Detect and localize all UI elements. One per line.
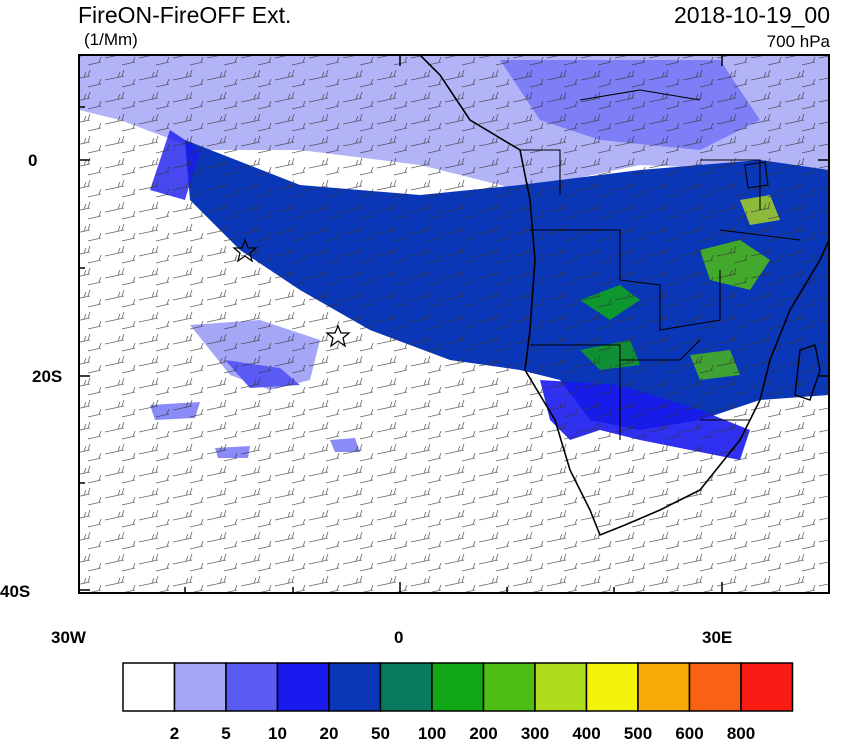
lon-label-30e: 30E (702, 628, 733, 647)
colorbar-swatch (482, 662, 536, 712)
axis-ticks (79, 55, 829, 593)
site-star-marker (325, 324, 351, 348)
colorbar-label: 500 (623, 724, 653, 743)
country-borders (520, 89, 801, 440)
colorbar-label: 400 (572, 724, 601, 743)
colorbar-swatch (173, 662, 227, 712)
colorbar-label: 20 (319, 724, 339, 743)
colorbar-label: 10 (268, 724, 287, 743)
lon-label-0: 0 (394, 628, 404, 647)
lat-label-0: 0 (28, 151, 38, 170)
map-frame (78, 54, 830, 594)
colorbar-label: 2 (169, 724, 180, 743)
datetime-label: 2018-10-19_00 (673, 2, 830, 28)
colorbar-label: 5 (221, 724, 231, 743)
colorbar-label: 200 (469, 724, 498, 743)
colorbar-swatch (637, 662, 691, 712)
colorbar-swatch (534, 662, 588, 712)
colorbar-swatch (276, 662, 330, 712)
colorbar-swatch (740, 662, 794, 712)
colorbar-swatch (688, 662, 742, 712)
colorbar (122, 662, 794, 712)
colorbar-swatch (379, 662, 433, 712)
colorbar-label: 300 (520, 724, 550, 743)
lake-victoria (744, 161, 769, 189)
colorbar-swatch (431, 662, 485, 712)
lat-label-40s: 40S (0, 582, 31, 601)
madagascar (794, 344, 821, 401)
colorbar-label: 600 (675, 724, 704, 743)
pressure-level-label: 700 hPa (766, 32, 830, 51)
colorbar-label: 800 (726, 724, 756, 743)
colorbar-swatch (225, 662, 279, 712)
site-star-marker (232, 238, 258, 263)
colorbar-swatch (328, 662, 382, 712)
lon-label-30w: 30W (51, 628, 86, 647)
colorbar-swatch (585, 662, 639, 712)
colorbar-label: 50 (371, 724, 390, 743)
map-title: FireON-FireOFF Ext. (78, 2, 292, 28)
africa-coastline (419, 55, 829, 537)
colorbar-swatch (122, 662, 176, 712)
units-label: (1/Mm) (84, 30, 138, 49)
colorbar-label: 100 (417, 724, 447, 743)
lat-label-20s: 20S (32, 367, 63, 386)
